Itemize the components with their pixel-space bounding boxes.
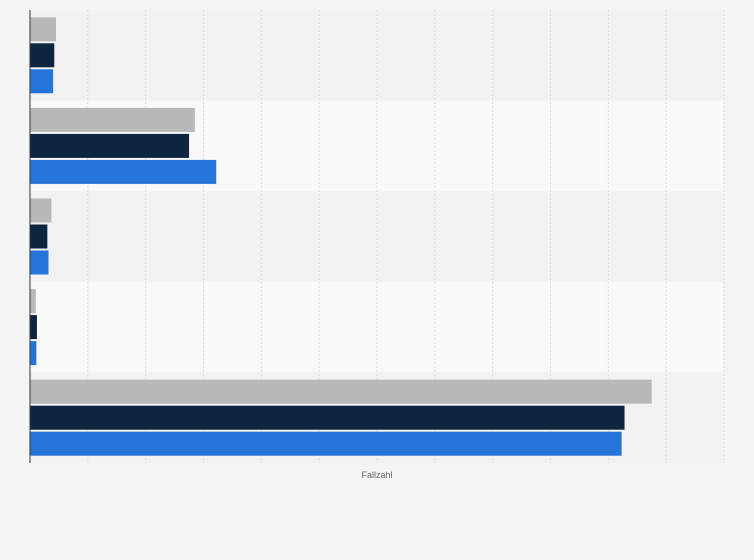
bar — [30, 250, 49, 275]
bar — [30, 107, 195, 132]
bar — [30, 133, 190, 158]
x-axis-label: Fallzahl — [361, 470, 392, 480]
bars — [30, 17, 652, 456]
bar — [30, 69, 54, 94]
bar — [30, 159, 217, 184]
bar — [30, 341, 37, 366]
bar — [30, 43, 55, 68]
bar — [30, 379, 652, 404]
bar — [30, 17, 57, 42]
bar — [30, 289, 36, 314]
category-band — [30, 191, 724, 282]
bar — [30, 198, 52, 223]
bar — [30, 315, 37, 340]
bar — [30, 431, 622, 456]
bar — [30, 224, 48, 249]
bar — [30, 405, 625, 430]
